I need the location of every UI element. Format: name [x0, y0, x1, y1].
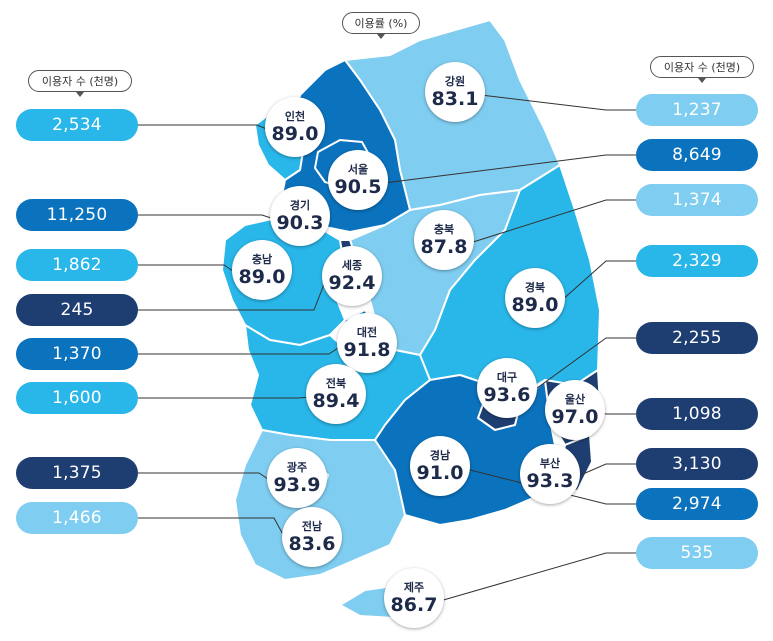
users-pill-gyeongnam: 2,974: [636, 488, 758, 520]
region-name: 대구: [496, 370, 518, 384]
leader-line-chungbuk: [469, 199, 636, 244]
region-name: 인천: [284, 109, 306, 123]
rate-bubble-jeonnam: 전남 83.6: [282, 507, 342, 567]
region-rate: 89.4: [312, 389, 360, 412]
leader-line-incheon: [138, 124, 270, 131]
rate-bubble-gwangju: 광주 93.9: [267, 448, 327, 508]
region-rate: 83.6: [288, 532, 336, 555]
leader-line-gyeongbuk: [560, 260, 636, 302]
rate-bubble-chungnam: 충남 89.0: [232, 240, 292, 300]
region-name: 서울: [347, 162, 369, 176]
rate-bubble-gyeongnam: 경남 91.0: [410, 436, 470, 496]
region-name: 부산: [539, 456, 561, 470]
leader-line-sejong: [138, 278, 327, 311]
users-pill-chungbuk: 1,374: [636, 184, 758, 216]
region-name: 광주: [286, 460, 308, 474]
region-rate: 89.0: [511, 293, 559, 316]
region-name: 강원: [444, 74, 466, 88]
users-pill-gwangju: 1,375: [16, 457, 138, 489]
users-pill-gangwon: 1,237: [636, 94, 758, 126]
rate-bubble-seoul: 서울 90.5: [328, 150, 388, 210]
rate-bubble-chungbuk: 충북 87.8: [414, 210, 474, 270]
leader-line-ulsan: [600, 412, 636, 415]
region-rate: 89.0: [238, 265, 286, 288]
users-pill-sejong: 245: [16, 294, 138, 326]
region-name: 경북: [524, 280, 546, 294]
leader-line-gyeongnam: [465, 468, 636, 505]
region-name: 경기: [289, 198, 311, 212]
users-pill-jeonbuk: 1,600: [16, 382, 138, 414]
region-name: 충남: [251, 252, 273, 266]
rate-bubble-busan: 부산 93.3: [520, 444, 580, 504]
users-pill-jeju: 535: [636, 537, 758, 569]
users-pill-daegu: 2,255: [636, 322, 758, 354]
region-rate: 91.8: [343, 338, 391, 361]
users-pill-busan: 3,130: [636, 448, 758, 480]
region-name: 전남: [301, 519, 323, 533]
users-pill-jeonnam: 1,466: [16, 502, 138, 534]
region-rate: 87.8: [420, 235, 468, 258]
region-rate: 97.0: [551, 405, 599, 428]
leader-line-busan: [575, 463, 636, 478]
region-rate: 90.3: [276, 211, 324, 234]
region-rate: 90.5: [334, 175, 382, 198]
legend-rate-label: 이용률 (%): [342, 12, 420, 39]
users-pill-incheon: 2,534: [16, 109, 138, 141]
rate-bubble-gyeonggi: 경기 90.3: [270, 186, 330, 246]
rate-bubble-jeju: 제주 86.7: [384, 568, 444, 628]
rate-bubble-gangwon: 강원 83.1: [425, 62, 485, 122]
users-pill-gyeongbuk: 2,329: [636, 245, 758, 277]
rate-bubble-ulsan: 울산 97.0: [545, 380, 605, 440]
region-name: 전북: [325, 376, 347, 390]
leader-line-seoul: [383, 154, 636, 184]
region-rate: 93.6: [483, 383, 531, 406]
region-rate: 92.4: [328, 271, 376, 294]
leader-line-daegu: [532, 337, 636, 392]
users-pill-seoul: 8,649: [636, 139, 758, 171]
rate-bubble-gyeongbuk: 경북 89.0: [505, 268, 565, 328]
leader-line-gangwon: [480, 94, 636, 111]
rate-bubble-daejeon: 대전 91.8: [337, 313, 397, 373]
region-rate: 93.3: [526, 469, 574, 492]
users-pill-daejeon: 1,370: [16, 338, 138, 370]
leader-line-jeju: [439, 552, 636, 602]
region-rate: 93.9: [273, 473, 321, 496]
leader-line-gyeonggi: [138, 214, 275, 220]
users-pill-chungnam: 1,862: [16, 249, 138, 281]
users-pill-ulsan: 1,098: [636, 398, 758, 430]
users-pill-gyeonggi: 11,250: [16, 199, 138, 231]
region-rate: 91.0: [416, 461, 464, 484]
region-name: 제주: [403, 580, 425, 594]
rate-bubble-sejong: 세종 92.4: [322, 246, 382, 306]
region-name: 충북: [433, 222, 455, 236]
legend-users-left-label: 이용자 수 (천명): [28, 70, 132, 97]
region-name: 경남: [429, 448, 451, 462]
rate-bubble-jeonbuk: 전북 89.4: [306, 364, 366, 424]
region-rate: 86.7: [390, 593, 438, 616]
legend-users-right-label: 이용자 수 (천명): [650, 56, 754, 83]
region-rate: 83.1: [431, 87, 479, 110]
region-name: 대전: [356, 325, 378, 339]
rate-bubble-daegu: 대구 93.6: [477, 358, 537, 418]
region-name: 울산: [564, 392, 586, 406]
region-rate: 89.0: [271, 122, 319, 145]
region-name: 세종: [341, 258, 363, 272]
rate-bubble-incheon: 인천 89.0: [265, 97, 325, 157]
